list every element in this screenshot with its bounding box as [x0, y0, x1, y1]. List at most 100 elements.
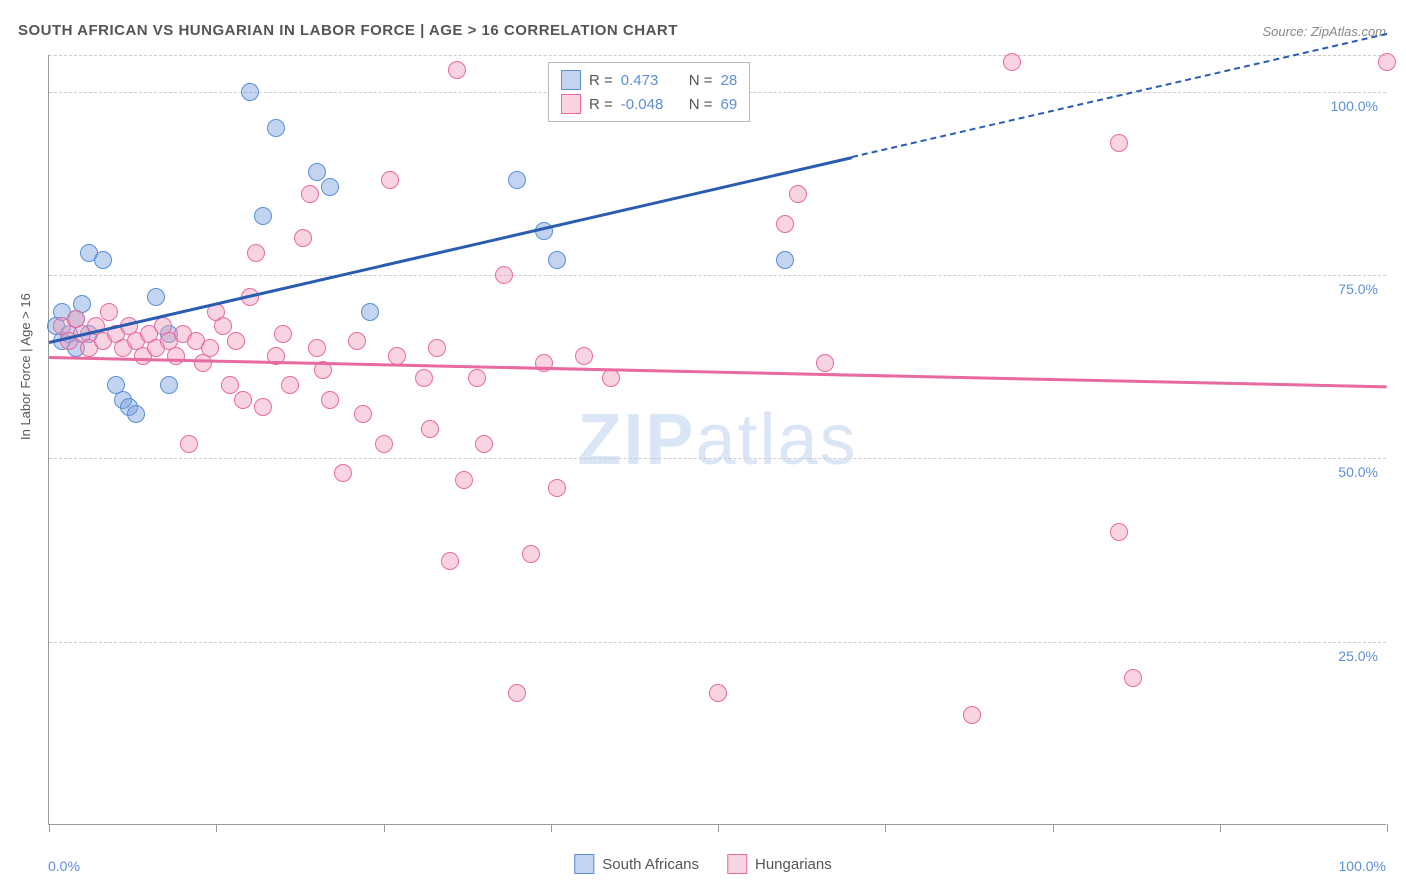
- scatter-point-hu: [321, 391, 339, 409]
- scatter-point-hu: [522, 545, 540, 563]
- scatter-point-hu: [247, 244, 265, 262]
- grid-line: [49, 458, 1386, 459]
- grid-line: [49, 275, 1386, 276]
- scatter-point-hu: [281, 376, 299, 394]
- watermark: ZIPatlas: [577, 399, 857, 481]
- scatter-point-hu: [334, 464, 352, 482]
- scatter-point-hu: [294, 229, 312, 247]
- scatter-point-hu: [227, 332, 245, 350]
- legend-swatch: [561, 70, 581, 90]
- scatter-point-sa: [548, 251, 566, 269]
- n-label: N =: [689, 96, 713, 113]
- grid-line: [49, 55, 1386, 56]
- scatter-point-sa: [147, 288, 165, 306]
- legend-item-sa: South Africans: [574, 854, 699, 874]
- scatter-point-hu: [234, 391, 252, 409]
- scatter-point-hu: [221, 376, 239, 394]
- scatter-point-hu: [709, 684, 727, 702]
- grid-line: [49, 642, 1386, 643]
- n-value: 28: [721, 72, 738, 89]
- scatter-point-sa: [254, 207, 272, 225]
- scatter-point-sa: [267, 119, 285, 137]
- n-value: 69: [721, 96, 738, 113]
- scatter-point-sa: [160, 376, 178, 394]
- x-tick: [718, 824, 719, 832]
- legend-label: Hungarians: [755, 856, 832, 873]
- legend-stats-row-hu: R = -0.048 N = 69: [561, 92, 737, 116]
- x-tick: [885, 824, 886, 832]
- scatter-point-sa: [508, 171, 526, 189]
- y-tick-label: 25.0%: [1338, 648, 1378, 664]
- scatter-point-hu: [789, 185, 807, 203]
- x-tick: [551, 824, 552, 832]
- r-value: 0.473: [621, 72, 681, 89]
- y-tick-label: 100.0%: [1331, 98, 1378, 114]
- r-value: -0.048: [621, 96, 681, 113]
- scatter-point-hu: [1124, 669, 1142, 687]
- scatter-point-hu: [602, 369, 620, 387]
- scatter-point-hu: [776, 215, 794, 233]
- legend-swatch: [574, 854, 594, 874]
- scatter-point-hu: [548, 479, 566, 497]
- n-label: N =: [689, 72, 713, 89]
- scatter-point-sa: [94, 251, 112, 269]
- scatter-point-sa: [361, 303, 379, 321]
- r-label: R =: [589, 72, 613, 89]
- scatter-point-sa: [127, 405, 145, 423]
- legend-item-hu: Hungarians: [727, 854, 832, 874]
- scatter-point-hu: [100, 303, 118, 321]
- y-tick-label: 75.0%: [1338, 281, 1378, 297]
- legend-swatch: [727, 854, 747, 874]
- scatter-point-hu: [455, 471, 473, 489]
- legend-stats-row-sa: R = 0.473 N = 28: [561, 68, 737, 92]
- scatter-point-hu: [388, 347, 406, 365]
- scatter-point-hu: [1110, 134, 1128, 152]
- scatter-point-hu: [375, 435, 393, 453]
- x-axis-max-label: 100.0%: [1339, 858, 1386, 874]
- watermark-zip: ZIP: [577, 400, 695, 480]
- x-tick: [1387, 824, 1388, 832]
- scatter-point-hu: [963, 706, 981, 724]
- scatter-point-sa: [308, 163, 326, 181]
- scatter-point-sa: [321, 178, 339, 196]
- x-axis-min-label: 0.0%: [48, 858, 80, 874]
- trend-line: [49, 356, 1387, 388]
- scatter-point-hu: [428, 339, 446, 357]
- scatter-point-hu: [816, 354, 834, 372]
- x-tick: [216, 824, 217, 832]
- scatter-point-hu: [441, 552, 459, 570]
- x-tick: [1053, 824, 1054, 832]
- x-tick: [49, 824, 50, 832]
- scatter-point-hu: [1110, 523, 1128, 541]
- x-tick: [384, 824, 385, 832]
- scatter-point-sa: [241, 83, 259, 101]
- scatter-point-hu: [301, 185, 319, 203]
- trend-line: [49, 156, 852, 343]
- scatter-point-hu: [421, 420, 439, 438]
- y-axis-title: In Labor Force | Age > 16: [18, 293, 33, 440]
- r-label: R =: [589, 96, 613, 113]
- scatter-point-hu: [415, 369, 433, 387]
- scatter-point-hu: [381, 171, 399, 189]
- scatter-point-hu: [575, 347, 593, 365]
- scatter-point-hu: [1003, 53, 1021, 71]
- legend-swatch: [561, 94, 581, 114]
- legend-label: South Africans: [602, 856, 699, 873]
- plot-area: ZIPatlas 25.0%50.0%75.0%100.0%: [48, 55, 1386, 825]
- scatter-point-hu: [354, 405, 372, 423]
- legend-stats: R = 0.473 N = 28 R = -0.048 N = 69: [548, 62, 750, 122]
- scatter-point-hu: [1378, 53, 1396, 71]
- scatter-point-hu: [468, 369, 486, 387]
- scatter-point-hu: [448, 61, 466, 79]
- scatter-point-hu: [508, 684, 526, 702]
- scatter-point-hu: [274, 325, 292, 343]
- scatter-point-hu: [475, 435, 493, 453]
- legend-series: South Africans Hungarians: [574, 854, 831, 874]
- x-tick: [1220, 824, 1221, 832]
- chart-title: SOUTH AFRICAN VS HUNGARIAN IN LABOR FORC…: [18, 22, 678, 39]
- scatter-point-sa: [776, 251, 794, 269]
- scatter-point-hu: [180, 435, 198, 453]
- scatter-point-hu: [214, 317, 232, 335]
- scatter-point-hu: [495, 266, 513, 284]
- watermark-atlas: atlas: [695, 400, 857, 480]
